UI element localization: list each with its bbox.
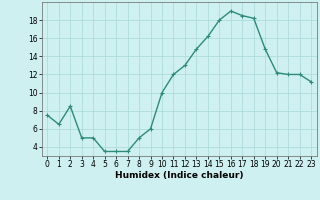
X-axis label: Humidex (Indice chaleur): Humidex (Indice chaleur) xyxy=(115,171,244,180)
